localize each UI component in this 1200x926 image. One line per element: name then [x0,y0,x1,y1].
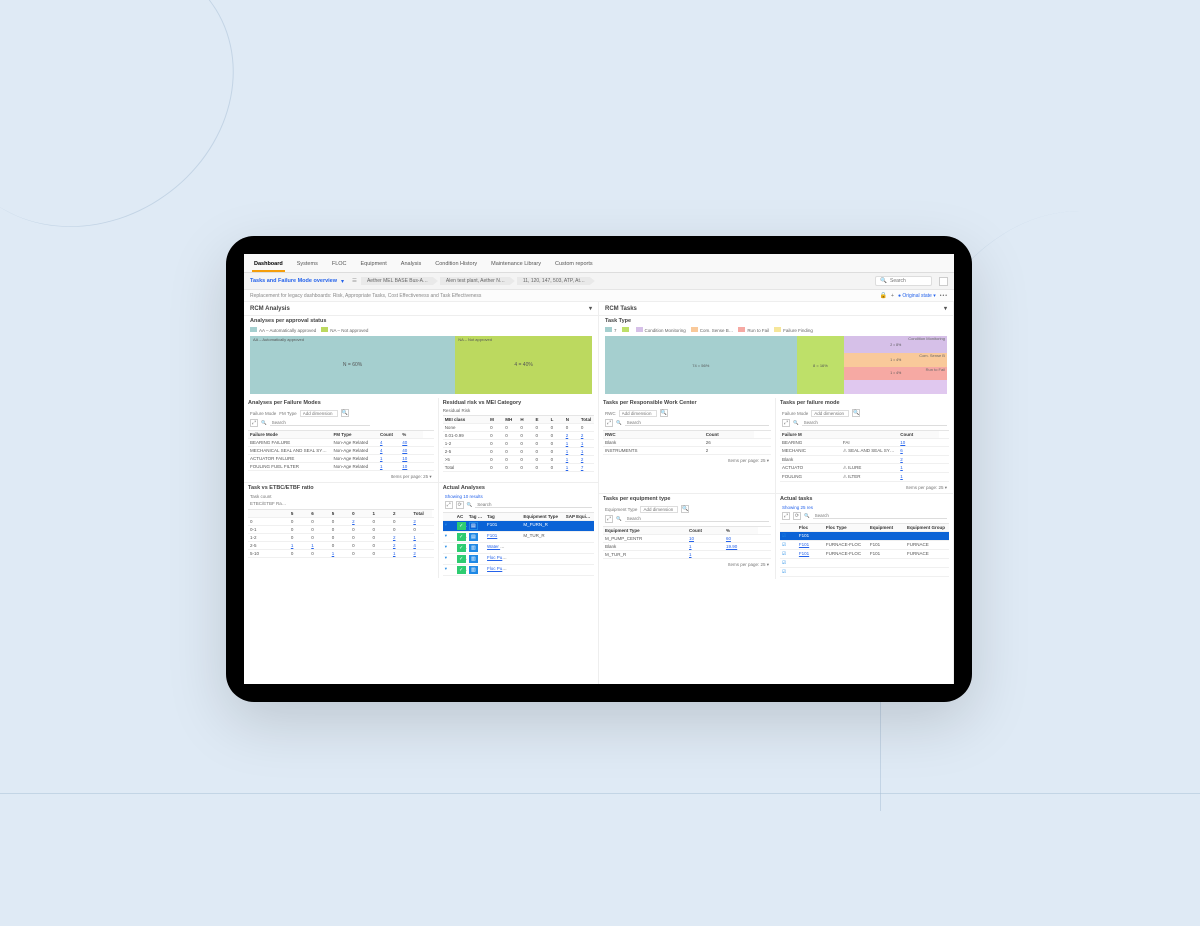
add-icon[interactable]: + [891,293,894,299]
add-dimension-input[interactable] [619,410,657,417]
filter-icon[interactable]: ▾ [589,305,592,312]
tasks-search[interactable] [813,513,947,519]
more-icon[interactable]: ••• [940,293,948,299]
breadcrumb-chip[interactable]: Alen test plant, Aether N… [440,277,515,285]
actual-tasks-title: Actual tasks [776,494,953,504]
mei-title: Residual risk vs MEI Category [439,398,598,408]
state-label[interactable]: ● Original state ▾ [898,293,936,299]
page-description: Replacement for legacy dashboards: Risk,… [250,293,481,299]
fm-pager[interactable]: Items per page: 25 ▾ [244,473,438,482]
nav-tab-custom-reports[interactable]: Custom reports [553,258,595,272]
search-button[interactable]: 🔍 [341,409,349,417]
nav-tab-systems[interactable]: Systems [295,258,320,272]
mei-table[interactable]: MEI classMMHHELNTotalNone00000000.01-0.9… [443,415,594,472]
tasktype-title: Task Type [599,316,953,326]
approval-treemap[interactable]: AA – Automatically approvedN = 60%NA – N… [250,336,592,394]
add-dimension-input[interactable] [640,506,678,513]
fm-search[interactable] [270,420,370,426]
refresh-icon[interactable]: ⟳ [456,501,464,509]
etbc-title: Task vs ETBC/ETBF ratio [244,483,438,493]
breadcrumb-chip[interactable]: 11, 120, 147, 503, ATP, At… [517,277,595,285]
fmode-title: Tasks per failure mode [776,398,953,408]
nav-tab-dashboard[interactable]: Dashboard [252,258,285,272]
rwc-search[interactable] [625,420,769,426]
approval-title: Analyses per approval status [244,316,598,326]
search-button[interactable]: 🔍 [681,505,689,513]
search-input[interactable] [890,278,930,284]
etbc-table[interactable]: 565012Total000020020-100000001-200000212… [248,509,434,558]
app-screen: Dashboard Systems FLOC Equipment Analysis Con… [244,254,954,684]
chevron-down-icon[interactable]: ▾ [341,278,344,285]
rwc-pager[interactable]: Items per page: 25 ▾ [599,457,775,466]
actual-title: Actual Analyses [439,483,598,493]
lock-icon: 🔒 [880,292,887,299]
add-dimension-input[interactable] [811,410,849,417]
fm-title: Analyses per Failure Modes [244,398,438,408]
fmode-search[interactable] [802,420,947,426]
rwc-table[interactable]: RWCCountBlank26INSTRUMENTS2 [603,430,771,455]
panel-title: RCM Tasks [605,306,637,312]
grid-toggle-button[interactable] [939,277,948,286]
add-dimension-input[interactable] [300,410,338,417]
rcm-analysis-panel: RCM Analysis ▾ Analyses per approval sta… [244,302,599,684]
nav-tab-floc[interactable]: FLOC [330,258,349,272]
search-button[interactable]: 🔍 [660,409,668,417]
equip-title: Tasks per equipment type [599,494,775,504]
fmode-table[interactable]: Failure MCountBEARINGFAI10MECHANIC⚠ SEAL… [780,430,949,482]
global-search[interactable]: 🔍 [875,276,932,286]
equip-table[interactable]: Equipment TypeCount%M_PUMP_CENTR1060Blan… [603,526,771,559]
nav-tab-maintenance-library[interactable]: Maintenance Library [489,258,543,272]
expand-icon[interactable]: ⤢ [445,501,453,509]
nav-tab-analysis[interactable]: Analysis [399,258,423,272]
fm-table[interactable]: Failure ModeFM TypeCount%BEARING FAILURE… [248,430,434,471]
fmode-pager[interactable]: Items per page: 25 ▾ [776,484,953,493]
expand-icon[interactable]: ⤢ [250,419,258,427]
tasktype-treemap[interactable]: 74 = 56%8 = 16%Condition Monitoring2 = 8… [605,336,947,394]
breadcrumb-chip[interactable]: Aether MEL BASE Bus-A… [361,277,438,285]
top-nav: Dashboard Systems FLOC Equipment Analysis Con… [244,254,954,273]
rwc-title: Tasks per Responsible Work Center [599,398,775,408]
panel-title: RCM Analysis [250,306,290,312]
actual-tasks-table[interactable]: FlocFloc TypeEquipmentEquipment Group☑F1… [780,523,949,577]
search-button[interactable]: 🔍 [852,409,860,417]
tablet-frame: Dashboard Systems FLOC Equipment Analysis Con… [226,236,972,702]
view-name[interactable]: Tasks and Failure Mode overview [250,278,337,284]
actual-search[interactable] [475,502,592,508]
nav-tab-condition-history[interactable]: Condition History [433,258,479,272]
rcm-tasks-panel: RCM Tasks ▾ Task Type 7Condition Monitor… [599,302,954,684]
equip-search[interactable] [625,516,769,522]
actual-analyses-table[interactable]: ACTag TypeTagEquipment TypeSAP Equipment… [443,512,594,576]
equip-pager[interactable]: Items per page: 25 ▾ [599,561,775,570]
search-icon: 🔍 [877,278,890,284]
nav-tab-equipment[interactable]: Equipment [359,258,389,272]
filter-icon[interactable]: ▾ [944,305,947,312]
filter-bar: Tasks and Failure Mode overview ▾ ☰ Aeth… [244,273,954,290]
